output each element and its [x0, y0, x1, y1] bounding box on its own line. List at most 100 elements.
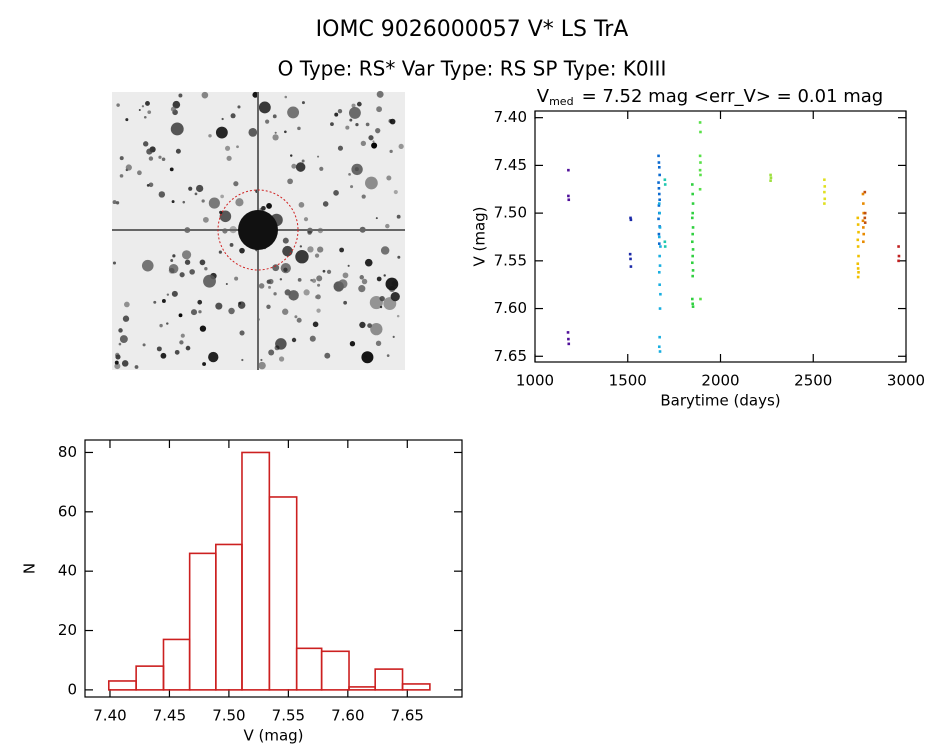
sky-star: [170, 122, 184, 136]
sky-star: [143, 115, 147, 119]
sky-star: [389, 118, 396, 125]
sky-star: [215, 126, 228, 139]
data-point: [657, 232, 661, 236]
histogram-bar: [268, 496, 298, 691]
sky-image: [112, 90, 405, 370]
sky-star: [347, 264, 350, 267]
chart-title-part: med: [549, 95, 573, 108]
sky-star: [208, 134, 212, 138]
y-tick-label: 7.45: [494, 156, 527, 174]
sky-star: [258, 361, 266, 370]
data-point: [691, 248, 695, 251]
data-point: [861, 219, 865, 223]
data-point: [657, 161, 661, 164]
data-point: [659, 292, 662, 296]
data-point: [566, 331, 570, 334]
data-point: [856, 238, 860, 242]
data-point: [657, 181, 660, 184]
sky-star: [322, 201, 329, 207]
sky-star: [279, 278, 283, 281]
y-tick-label: 7.55: [494, 251, 527, 269]
sky-star: [359, 321, 366, 329]
sky-star: [201, 91, 209, 99]
x-tick-label: 3000: [887, 372, 925, 390]
data-point: [699, 173, 702, 177]
sky-star: [160, 352, 167, 359]
sky-star: [198, 310, 202, 314]
sky-star: [380, 246, 390, 255]
histogram-bar: [135, 665, 165, 691]
sky-star: [348, 172, 351, 176]
data-point: [657, 235, 661, 239]
sky-star: [397, 255, 401, 259]
data-point: [629, 265, 633, 268]
histogram-bar: [320, 650, 350, 691]
plot-frame: [534, 110, 907, 363]
sky-star: [274, 345, 280, 351]
sky-star: [170, 106, 176, 112]
sky-star: [158, 155, 162, 159]
sky-star: [184, 259, 191, 265]
sky-star: [361, 194, 366, 199]
x-tick-label: 1000: [516, 372, 554, 390]
data-point: [856, 262, 860, 265]
y-tick-label: 80: [58, 443, 77, 461]
sky-star: [215, 302, 223, 310]
data-point: [658, 350, 662, 353]
sky-star: [266, 304, 271, 309]
sky-star: [296, 317, 302, 323]
sky-star: [225, 282, 228, 286]
sky-star: [272, 264, 280, 272]
sky-star: [158, 191, 166, 198]
data-point: [663, 245, 667, 248]
data-point: [567, 337, 570, 341]
data-point: [663, 178, 667, 182]
sky-star: [178, 313, 183, 318]
sky-star: [169, 167, 174, 172]
sky-star: [317, 283, 321, 287]
data-point: [698, 121, 702, 124]
data-point: [657, 192, 661, 196]
data-point: [657, 204, 661, 207]
data-point: [691, 261, 694, 265]
x-tick-label: 2500: [794, 372, 832, 390]
sky-star: [303, 217, 309, 222]
data-point: [691, 232, 694, 236]
sky-star: [115, 354, 121, 360]
sky-star: [234, 276, 239, 281]
data-point: [698, 168, 702, 172]
histogram-bar: [162, 638, 191, 691]
sky-star: [203, 274, 216, 288]
sky-star: [118, 328, 123, 333]
sky-star: [218, 250, 222, 254]
data-point: [691, 269, 695, 272]
x-axis-label: Barytime (days): [660, 392, 780, 410]
data-point: [862, 226, 865, 229]
sky-star: [194, 192, 198, 196]
histogram-bar: [215, 543, 243, 691]
sky-star: [166, 293, 170, 296]
sky-star: [171, 200, 175, 204]
data-point: [657, 202, 661, 205]
data-point: [863, 221, 867, 224]
sky-star: [315, 294, 321, 300]
sky-star: [241, 358, 244, 362]
sky-star: [268, 285, 271, 289]
sky-star: [349, 118, 353, 122]
sky-star: [148, 182, 154, 188]
sky-star: [119, 335, 128, 344]
sky-star: [349, 341, 356, 347]
data-point: [657, 242, 661, 245]
sky-star: [172, 100, 181, 109]
sky-star: [137, 170, 142, 176]
y-tick-label: 60: [58, 502, 77, 520]
sky-star: [182, 200, 186, 204]
sky-star: [385, 223, 390, 229]
sky-star: [208, 351, 219, 363]
sky-star: [376, 90, 384, 98]
sky-star: [358, 285, 366, 293]
x-tick-label: 7.65: [391, 707, 424, 725]
sky-star: [365, 122, 370, 127]
sky-star: [145, 100, 150, 106]
